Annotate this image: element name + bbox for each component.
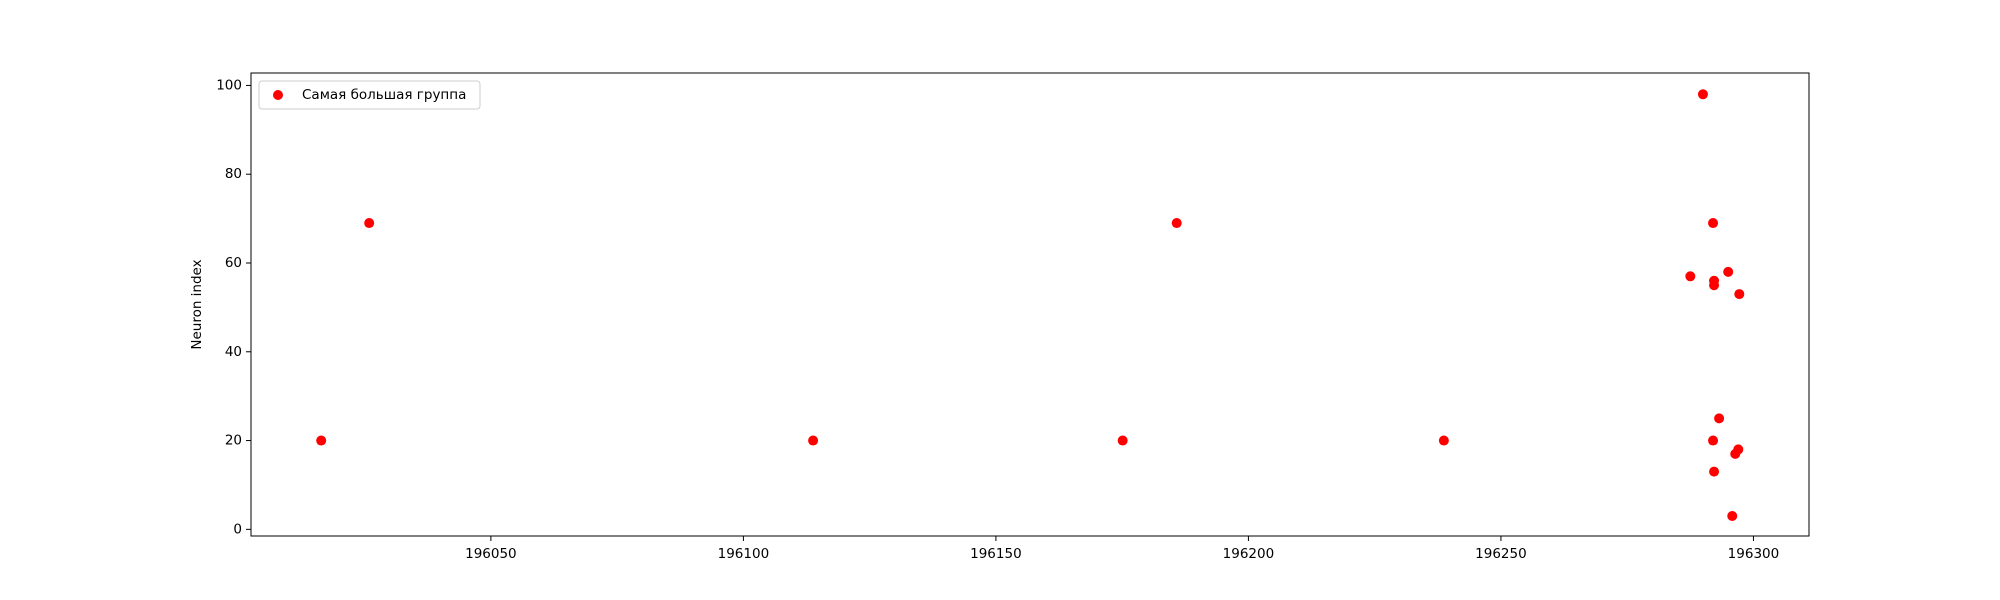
y-tick-label: 40 xyxy=(225,344,242,360)
y-tick-label: 60 xyxy=(225,255,242,271)
data-point xyxy=(1708,218,1719,229)
data-point xyxy=(1708,435,1719,446)
y-tick-label: 20 xyxy=(225,433,242,449)
data-points xyxy=(316,89,1745,522)
data-point xyxy=(1171,218,1182,229)
data-point xyxy=(1697,89,1708,100)
legend-marker xyxy=(273,90,283,100)
x-tick-label: 196200 xyxy=(1223,546,1275,562)
data-point xyxy=(1733,444,1744,455)
data-point xyxy=(1727,511,1738,522)
y-axis-label: Neuron index xyxy=(189,259,205,349)
x-axis-ticks: 196050 196100 196150 196200 196250 196300 xyxy=(465,536,1779,562)
data-point xyxy=(364,218,375,229)
legend-label: Самая большая группа xyxy=(302,87,466,103)
data-point xyxy=(1714,413,1725,424)
y-tick-label: 0 xyxy=(233,521,242,537)
data-point xyxy=(1709,280,1720,291)
x-tick-label: 196050 xyxy=(465,546,517,562)
data-point xyxy=(1117,435,1128,446)
y-tick-label: 100 xyxy=(216,77,242,93)
data-point xyxy=(1685,271,1696,282)
x-tick-label: 196300 xyxy=(1728,546,1780,562)
y-tick-label: 80 xyxy=(225,166,242,182)
data-point xyxy=(1734,289,1745,300)
data-point xyxy=(808,435,819,446)
x-tick-label: 196250 xyxy=(1475,546,1527,562)
data-point xyxy=(1438,435,1449,446)
data-point xyxy=(316,435,327,446)
x-tick-label: 196150 xyxy=(970,546,1022,562)
plot-area xyxy=(251,73,1809,536)
legend-box xyxy=(258,80,481,110)
x-tick-label: 196100 xyxy=(718,546,770,562)
data-point xyxy=(1723,266,1734,277)
legend: Самая большая группа xyxy=(258,80,481,110)
plot-frame xyxy=(250,72,1810,537)
data-point xyxy=(1709,466,1720,477)
y-axis-ticks: 0 20 40 60 80 100 xyxy=(216,77,251,537)
